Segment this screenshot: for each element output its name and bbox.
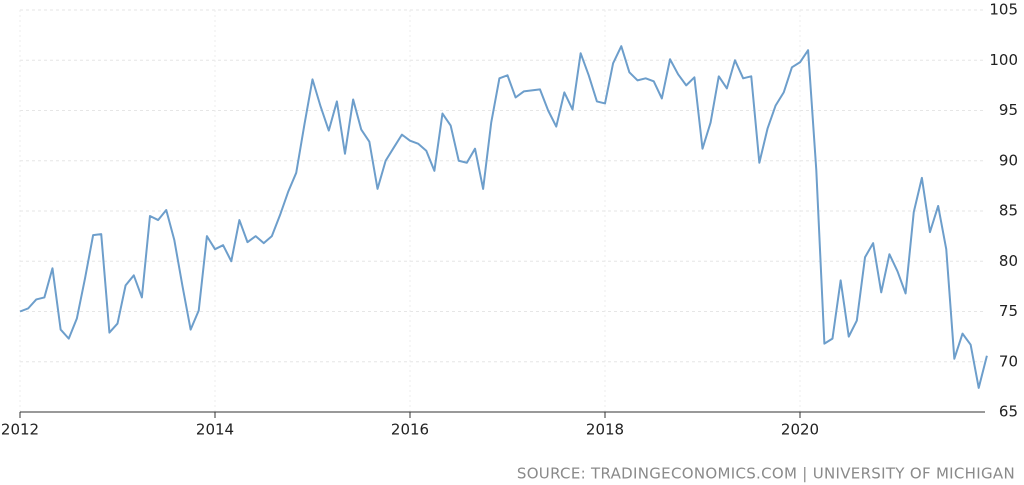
y-tick-label: 65 (999, 403, 1018, 421)
x-tick-label: 2012 (1, 421, 39, 439)
y-tick-label: 85 (999, 202, 1018, 220)
y-tick-label: 100 (989, 51, 1018, 69)
x-tick-label: 2018 (586, 421, 624, 439)
y-tick-label: 90 (999, 151, 1018, 169)
y-tick-label: 105 (989, 1, 1018, 19)
y-tick-label: 80 (999, 252, 1018, 270)
x-tick-label: 2016 (391, 421, 429, 439)
y-tick-label: 70 (999, 352, 1018, 370)
line (19, 45, 988, 389)
y-tick-label: 75 (999, 302, 1018, 320)
x-tick-label: 2014 (196, 421, 234, 439)
x-tick-label: 2020 (781, 421, 819, 439)
source: SOURCE: TRADINGECONOMICS.COM | UNIVERSIT… (517, 465, 1015, 483)
y-tick-label: 95 (999, 101, 1018, 119)
